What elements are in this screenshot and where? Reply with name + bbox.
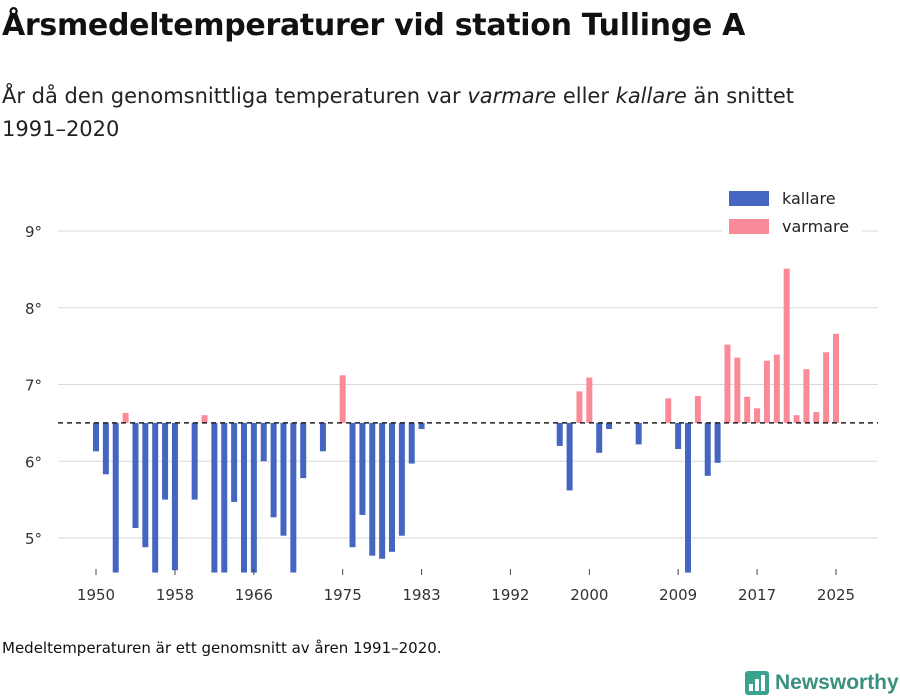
bar-1964 bbox=[231, 422, 238, 502]
bar-2014 bbox=[724, 344, 731, 423]
bar-2018 bbox=[763, 360, 770, 423]
x-tick-label-1983: 1983 bbox=[403, 586, 441, 604]
subtitle-warmer-word: varmare bbox=[467, 84, 557, 108]
bar-2025 bbox=[833, 333, 839, 423]
grid-lines bbox=[58, 230, 878, 539]
bar-2011 bbox=[694, 396, 701, 423]
legend-label-colder: kallare bbox=[782, 189, 836, 208]
bar-2001 bbox=[596, 422, 603, 453]
bar-1963 bbox=[221, 422, 228, 573]
bar-1973 bbox=[319, 422, 326, 452]
bar-1953 bbox=[122, 412, 129, 423]
bar-2016 bbox=[744, 396, 751, 423]
bar-1982 bbox=[408, 422, 415, 464]
subtitle-text-2: eller bbox=[556, 84, 616, 108]
bar-1952 bbox=[112, 422, 119, 573]
bar-1968 bbox=[270, 422, 277, 518]
legend-swatch-warmer bbox=[729, 219, 769, 234]
y-tick-label-8: 8° bbox=[25, 300, 42, 318]
bars bbox=[93, 268, 839, 573]
bar-2015 bbox=[734, 357, 741, 423]
x-tick-label-2025: 2025 bbox=[817, 586, 855, 604]
subtitle-text-1: År då den genomsnittliga temperaturen va… bbox=[2, 84, 468, 108]
bar-2022 bbox=[803, 369, 810, 423]
bar-1956 bbox=[152, 422, 159, 573]
x-tick-label-1966: 1966 bbox=[235, 586, 273, 604]
subtitle-text-3: än snittet 1991–2020 bbox=[2, 84, 795, 141]
bar-1967 bbox=[260, 422, 267, 462]
x-tick-label-2009: 2009 bbox=[659, 586, 697, 604]
bar-chart-icon bbox=[745, 671, 769, 695]
bar-2008 bbox=[665, 398, 672, 423]
bar-2021 bbox=[793, 415, 800, 423]
bar-2013 bbox=[714, 422, 721, 463]
bar-1998 bbox=[566, 422, 573, 491]
bar-2023 bbox=[813, 412, 820, 423]
x-tick-label-1958: 1958 bbox=[156, 586, 194, 604]
x-tick-label-1950: 1950 bbox=[77, 586, 115, 604]
y-tick-label-6: 6° bbox=[25, 453, 42, 471]
bar-1975 bbox=[339, 375, 346, 423]
bar-2012 bbox=[704, 422, 711, 476]
bar-1979 bbox=[379, 422, 386, 559]
bar-1978 bbox=[369, 422, 376, 556]
bar-1976 bbox=[349, 422, 356, 548]
bar-2017 bbox=[754, 408, 761, 423]
subtitle-colder-word: kallare bbox=[615, 84, 687, 108]
x-tick-label-2017: 2017 bbox=[738, 586, 776, 604]
bar-2009 bbox=[675, 422, 682, 449]
y-tick-label-5: 5° bbox=[25, 530, 42, 548]
bar-1983 bbox=[418, 422, 425, 430]
bar-1980 bbox=[389, 422, 395, 552]
bar-2019 bbox=[773, 354, 780, 423]
bar-1950 bbox=[93, 422, 99, 452]
bar-1962 bbox=[211, 422, 218, 573]
bar-1997 bbox=[556, 422, 563, 446]
legend: kallare varmare bbox=[722, 183, 862, 241]
bar-chart: 5° 6° 7° 8° 9° 1950 1958 1966 1975 1983 1992 2000 20… bbox=[24, 183, 878, 604]
bar-1955 bbox=[142, 422, 149, 548]
bar-2010 bbox=[685, 422, 691, 573]
bar-1970 bbox=[290, 422, 297, 573]
chart-subtitle: År då den genomsnittliga temperaturen va… bbox=[2, 80, 862, 146]
bar-1961 bbox=[201, 415, 208, 423]
y-tick-label-7: 7° bbox=[25, 377, 42, 395]
bar-2020 bbox=[783, 268, 790, 423]
brand-name: Newsworthy bbox=[775, 671, 899, 694]
bar-1969 bbox=[280, 422, 287, 536]
legend-swatch-colder bbox=[729, 191, 769, 206]
bar-1999 bbox=[576, 391, 583, 423]
bar-1960 bbox=[191, 422, 198, 500]
legend-label-warmer: varmare bbox=[782, 217, 849, 236]
x-tick-label-1975: 1975 bbox=[324, 586, 362, 604]
bar-1965 bbox=[241, 422, 247, 573]
bar-1971 bbox=[300, 422, 307, 479]
bar-2005 bbox=[635, 422, 642, 445]
brand-logo: Newsworthy bbox=[745, 668, 899, 698]
bar-2002 bbox=[606, 422, 613, 430]
bar-2024 bbox=[823, 352, 830, 423]
y-tick-label-9: 9° bbox=[25, 223, 42, 241]
bar-1951 bbox=[102, 422, 109, 475]
chart-title: Årsmedeltemperaturer vid station Tulling… bbox=[2, 8, 746, 43]
bar-1954 bbox=[132, 422, 139, 529]
bar-2000 bbox=[586, 377, 593, 423]
bar-1981 bbox=[398, 422, 405, 536]
bar-1977 bbox=[359, 422, 366, 515]
bar-1958 bbox=[171, 422, 178, 571]
bar-1957 bbox=[162, 422, 169, 500]
x-tick-label-1992: 1992 bbox=[491, 586, 529, 604]
x-tick-label-2000: 2000 bbox=[570, 586, 608, 604]
bar-1966 bbox=[250, 422, 257, 573]
axis-labels: 5° 6° 7° 8° 9° 1950 1958 1966 1975 1983 1992 2000 20… bbox=[25, 223, 855, 604]
footnote: Medeltemperaturen är ett genomsnitt av å… bbox=[2, 639, 442, 657]
